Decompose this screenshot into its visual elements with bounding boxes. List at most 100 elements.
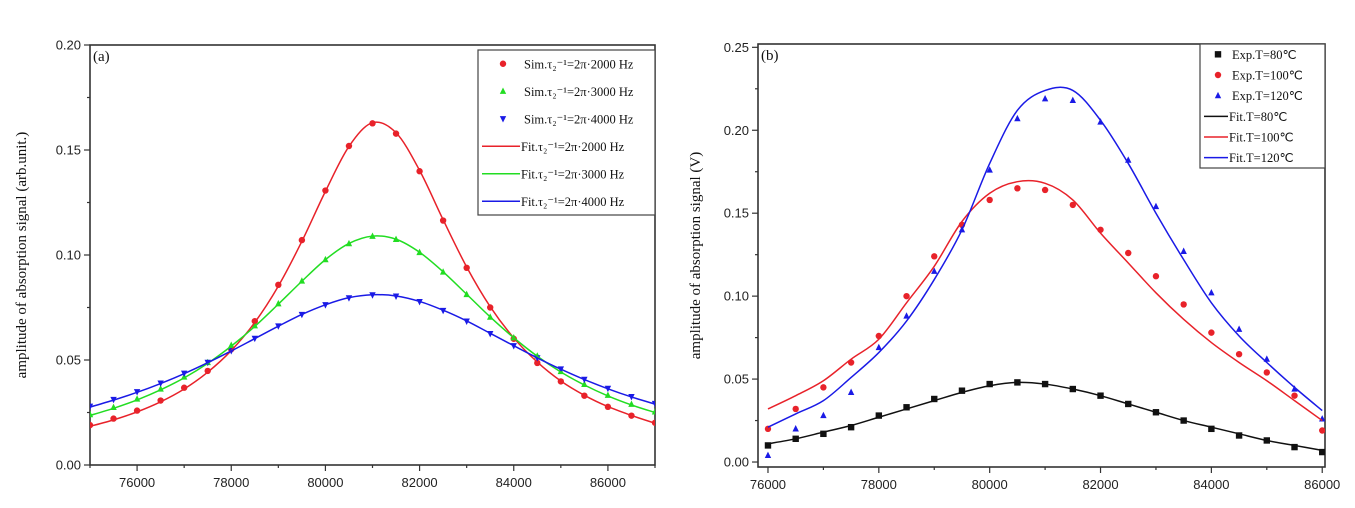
legend-label: Fit.τ₂⁻¹=2π·3000 Hz xyxy=(521,167,625,181)
x-tick-label: 84000 xyxy=(496,475,532,490)
data-point xyxy=(1180,247,1187,254)
legend-label: Sim.τ₂⁻¹=2π·4000 Hz xyxy=(524,112,634,126)
data-point xyxy=(875,412,883,419)
fit-line xyxy=(767,381,1323,452)
legend-marker-swatch xyxy=(499,116,507,123)
data-point xyxy=(1014,185,1021,192)
y-tick-label: 0.20 xyxy=(724,123,749,138)
data-point xyxy=(764,451,772,458)
y-axis-label: amplitude of absorption signal (V) xyxy=(688,152,704,359)
data-point xyxy=(1291,443,1298,451)
plot-area xyxy=(764,86,1325,458)
y-tick-label: 0.25 xyxy=(724,40,749,55)
y-tick-label: 0.10 xyxy=(56,248,81,263)
data-point xyxy=(1208,329,1215,336)
panel-b: 76000 78000 80000 82000 84000 86000 0.00 0.05 0.… xyxy=(688,40,1340,492)
series-line xyxy=(767,381,1323,452)
y-tick-label: 0.05 xyxy=(56,353,81,368)
x-tick-label: 82000 xyxy=(402,475,438,490)
legend-marker-swatch xyxy=(499,60,507,67)
x-tick-label: 76000 xyxy=(750,477,786,492)
data-point xyxy=(1041,186,1049,194)
x-tick-label: 78000 xyxy=(213,475,249,490)
data-point xyxy=(1235,432,1243,439)
legend-label: Fit.τ₂⁻¹=2π·2000 Hz xyxy=(521,140,625,154)
data-point xyxy=(875,343,883,351)
data-point xyxy=(251,321,258,329)
data-point xyxy=(820,411,827,419)
data-point xyxy=(1235,325,1243,332)
data-point xyxy=(1180,301,1187,308)
data-point xyxy=(792,425,799,432)
data-point xyxy=(931,395,938,403)
legend-box xyxy=(477,49,656,216)
data-point xyxy=(986,166,993,173)
data-point xyxy=(847,423,855,431)
series-marker xyxy=(764,379,1325,456)
plot-area xyxy=(90,120,655,429)
legend-marker-swatch xyxy=(499,87,507,94)
fit-line xyxy=(767,86,1323,428)
data-point xyxy=(903,312,910,319)
series-marker xyxy=(90,292,655,410)
legend-label: Sim.τ₂⁻¹=2π·2000 Hz xyxy=(524,57,634,71)
data-point xyxy=(1208,425,1215,433)
data-point xyxy=(820,384,827,391)
fit-line xyxy=(90,235,655,417)
legend-label: Fit.T=100℃ xyxy=(1229,131,1294,145)
data-point xyxy=(764,442,772,449)
series-line xyxy=(767,179,1323,422)
data-point xyxy=(792,405,799,413)
x-tick-label: 80000 xyxy=(307,475,343,490)
x-tick-label: 84000 xyxy=(1193,477,1229,492)
data-point xyxy=(1235,351,1243,358)
y-tick-label: 0.15 xyxy=(56,143,81,158)
data-point xyxy=(1319,448,1325,456)
series-line xyxy=(90,235,655,417)
data-point xyxy=(1291,392,1298,399)
x-tick-label: 80000 xyxy=(972,477,1008,492)
panel-a: 76000 78000 80000 82000 84000 86000 0.00 0.05 0.… xyxy=(14,38,656,490)
data-point xyxy=(1152,273,1160,280)
data-point xyxy=(958,387,966,394)
legend-label: Exp.T=80℃ xyxy=(1232,48,1296,62)
legend-label: Exp.T=120℃ xyxy=(1232,89,1303,103)
legend-label: Fit.T=120℃ xyxy=(1229,151,1294,165)
y-axis-label: amplitude of absorption signal (arb.unit… xyxy=(14,132,30,379)
data-point xyxy=(1069,201,1077,209)
data-point xyxy=(986,196,993,204)
y-tick-label: 0.15 xyxy=(724,206,749,221)
data-point xyxy=(1014,114,1021,122)
data-point xyxy=(847,388,855,395)
data-point xyxy=(228,341,235,348)
legend-label: Fit.T=80℃ xyxy=(1229,110,1287,124)
y-tick-label: 0.00 xyxy=(56,458,81,473)
data-point xyxy=(903,404,910,411)
data-point xyxy=(931,267,938,274)
data-point xyxy=(820,430,827,438)
legend-label: Exp.T=100℃ xyxy=(1232,69,1303,83)
x-tick-label: 82000 xyxy=(1082,477,1118,492)
data-point xyxy=(1152,202,1160,210)
legend: Exp.T=80℃ Exp.T=100℃ Exp.T=120℃ Fit.T=80℃ Fi… xyxy=(1199,43,1326,169)
data-point xyxy=(1125,249,1132,257)
series-line xyxy=(767,86,1323,428)
data-point xyxy=(1263,369,1271,376)
panel-label: (a) xyxy=(93,49,110,65)
data-point xyxy=(1041,94,1049,102)
y-tick-label: 0.05 xyxy=(724,372,749,387)
data-point xyxy=(931,253,938,260)
legend-marker-swatch xyxy=(1214,91,1222,99)
fit-line xyxy=(90,293,655,408)
fit-line xyxy=(90,121,655,428)
legend-box xyxy=(1199,43,1326,169)
data-point xyxy=(1319,427,1325,434)
y-tick-label: 0.00 xyxy=(724,455,749,470)
data-point xyxy=(986,380,993,388)
data-point xyxy=(903,292,910,300)
fit-line xyxy=(767,179,1323,422)
x-tick-label: 76000 xyxy=(119,475,155,490)
plot-frame xyxy=(757,43,1326,468)
legend-marker-swatch xyxy=(1214,51,1222,58)
series-line xyxy=(90,121,655,428)
